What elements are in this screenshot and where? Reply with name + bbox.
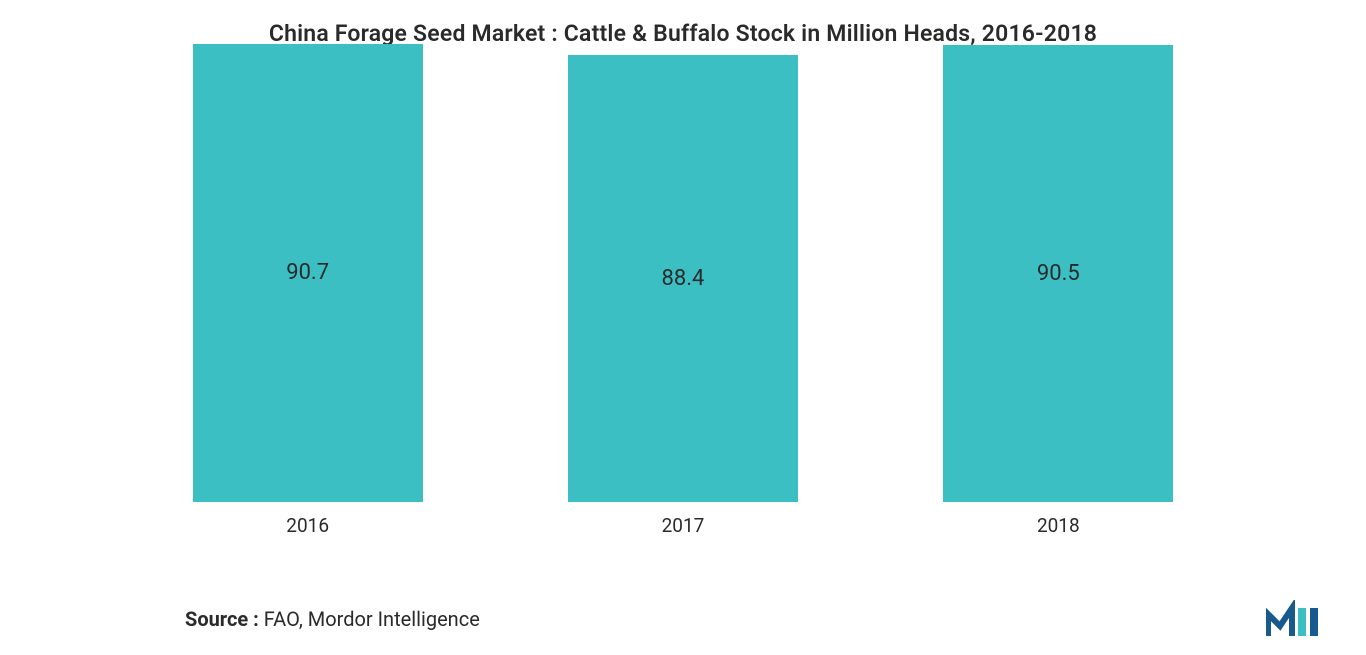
bar-wrapper-1: 88.4 2017	[495, 55, 870, 537]
bar-wrapper-0: 90.7 2016	[120, 44, 495, 537]
bar-value-1: 88.4	[662, 266, 705, 291]
bar-wrapper-2: 90.5 2018	[871, 45, 1246, 537]
bar-value-0: 90.7	[286, 260, 329, 285]
source-text: FAO, Mordor Intelligence	[259, 607, 480, 631]
bar-0: 90.7	[193, 44, 423, 502]
bar-2: 90.5	[943, 45, 1173, 502]
chart-title: China Forage Seed Market : Cattle & Buff…	[0, 0, 1366, 47]
x-label-0: 2016	[286, 514, 329, 537]
chart-area: 90.7 2016 88.4 2017 90.5 2018	[0, 77, 1366, 567]
bars-container: 90.7 2016 88.4 2017 90.5 2018	[0, 77, 1366, 537]
bar-1: 88.4	[568, 55, 798, 502]
bar-value-2: 90.5	[1037, 261, 1080, 286]
mordor-logo	[1266, 600, 1324, 640]
x-label-2: 2018	[1037, 514, 1080, 537]
x-label-1: 2017	[662, 514, 705, 537]
source-label: Source :	[185, 607, 259, 631]
source-line: Source : FAO, Mordor Intelligence	[185, 607, 480, 631]
